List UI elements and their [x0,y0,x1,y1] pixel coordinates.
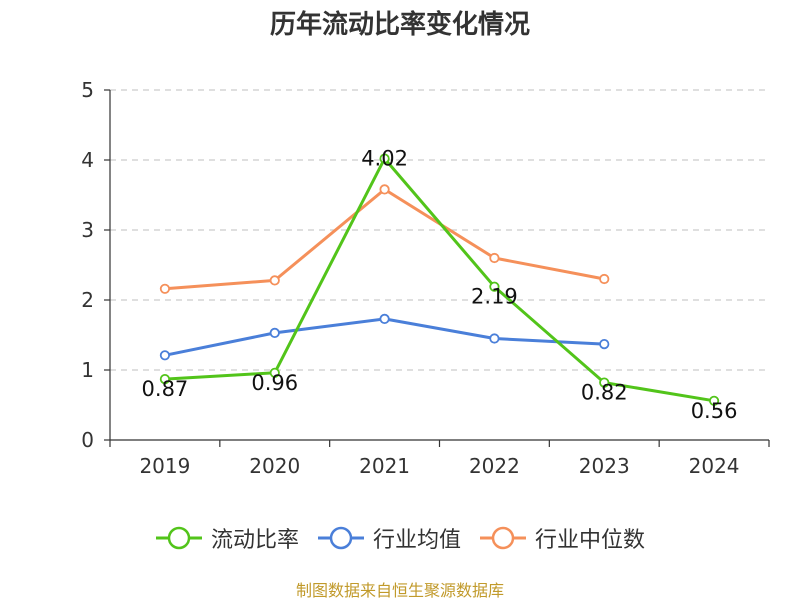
data-point [379,184,390,195]
data-source-note: 制图数据来自恒生聚源数据库 [295,581,504,600]
legend-marker-current-ratio [155,526,202,550]
data-point [159,350,171,361]
data-point [269,275,280,286]
legend-marker-industry-mean [317,526,364,550]
legend-item-industry-mean[interactable]: 行业均值 [317,522,461,554]
data-label: 2.19 [471,285,518,309]
data-point [379,313,390,324]
y-tick-label: 5 [81,78,94,102]
data-point [269,327,280,338]
data-point [599,377,610,388]
legend-label: 行业中位数 [535,528,646,553]
data-point [489,281,500,292]
x-tick-label: 2019 [139,454,190,478]
y-tick-label: 2 [81,288,94,312]
data-label: 0.96 [251,371,298,395]
data-point [159,373,171,385]
legend-label: 行业均值 [372,528,461,553]
y-tick-label: 0 [81,428,94,452]
data-point [599,338,610,350]
x-tick-label: 2021 [359,454,410,478]
x-tick-label: 2020 [249,454,300,478]
data-point [489,252,500,264]
x-tick-label: 2023 [579,454,630,478]
series-line-0 [163,157,716,403]
data-point [489,333,500,344]
data-label: 4.02 [361,147,408,171]
series-line-2 [163,187,606,291]
legend-marker-circle [329,526,353,550]
legend-item-current-ratio[interactable]: 流动比率 [155,522,299,554]
y-tick-label: 4 [81,148,94,172]
data-point [708,395,720,406]
y-tick-label: 3 [81,218,94,242]
legend-marker-industry-median [480,526,526,550]
legend: 流动比率 行业均值 行业中位数 [0,520,800,556]
legend-item-industry-median[interactable]: 行业中位数 [479,522,645,554]
x-tick-label: 2022 [469,454,520,478]
data-point [599,273,610,285]
legend-marker-circle [167,526,191,550]
y-tick-label: 1 [81,358,94,382]
x-tick-label: 2024 [689,454,740,478]
data-label: 0.82 [581,381,628,405]
data-point [159,283,171,294]
legend-marker-circle [491,526,515,550]
data-label: 0.87 [142,377,189,401]
chart-title: 历年流动比率变化情况 [269,10,530,40]
data-label: 0.56 [691,399,738,423]
data-point [379,153,390,164]
data-point [269,367,280,378]
legend-label: 流动比率 [210,528,299,553]
